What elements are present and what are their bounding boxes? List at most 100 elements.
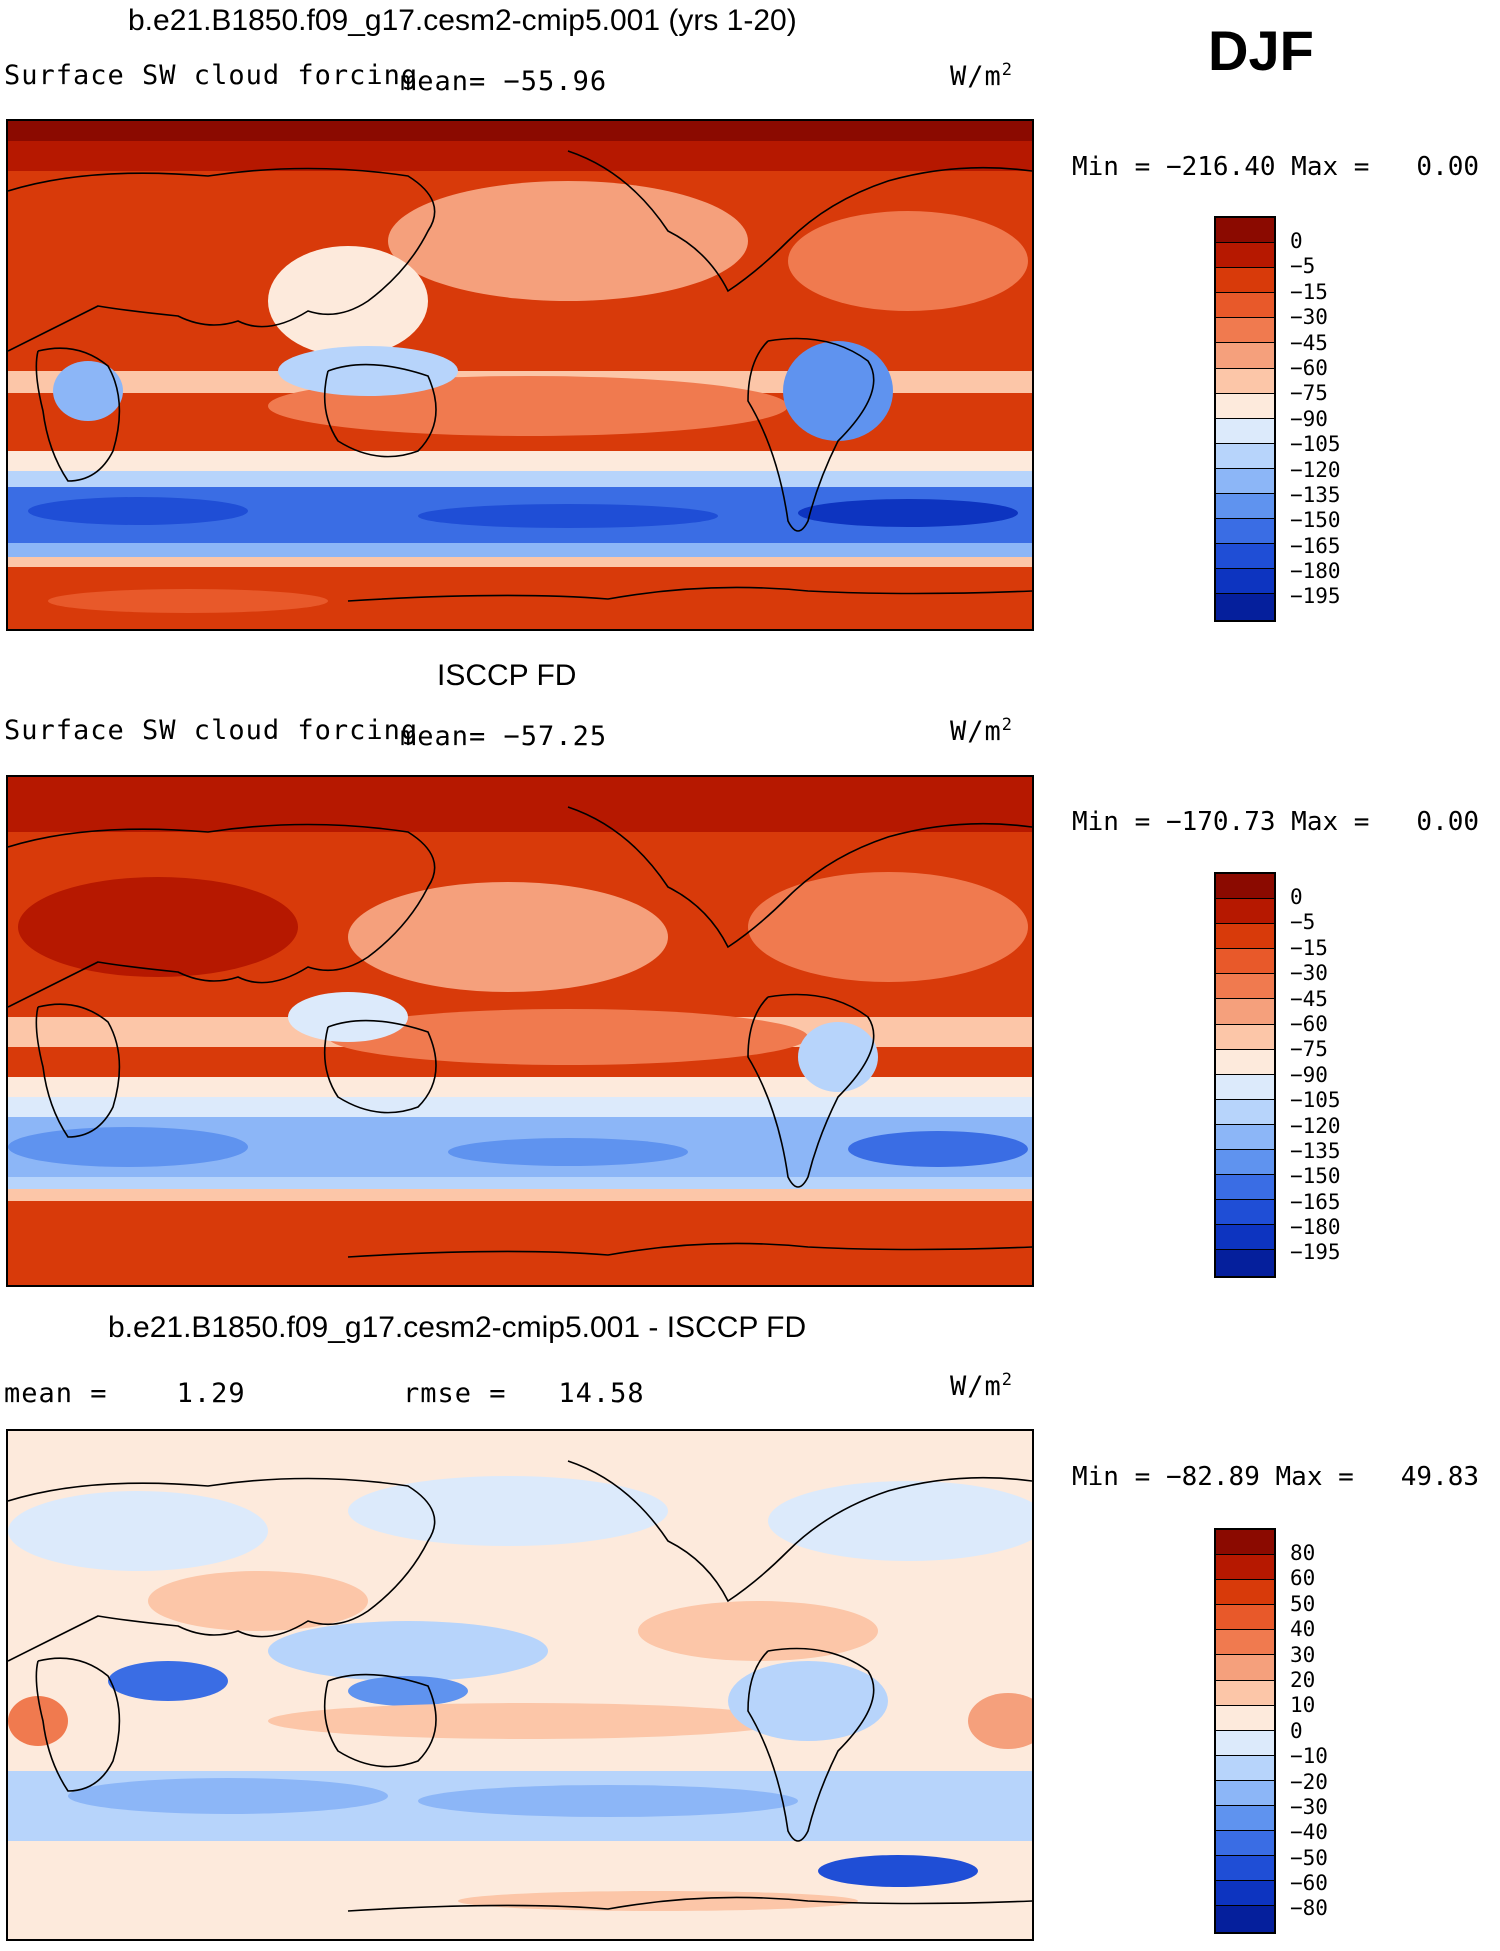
max-value: 0.00 (1416, 807, 1480, 837)
colorbar-tick-label: −165 (1290, 533, 1341, 558)
panel1-units: W/m2 (950, 60, 1013, 92)
panel2-minmax: Min = −170.73 Max = 0.00 (1072, 807, 1480, 837)
panel1-map (6, 119, 1034, 631)
colorbar-tick-label: 80 (1290, 1541, 1316, 1565)
colorbar-tick-label: −150 (1290, 508, 1341, 533)
panel1-mean: mean= −55.96 (400, 66, 607, 97)
colorbar-tick-label: −30 (1290, 961, 1328, 986)
colorbar-swatch (1216, 243, 1274, 269)
colorbar-swatch (1216, 1780, 1274, 1807)
colorbar-swatch (1216, 268, 1274, 294)
colorbar-tick-label: −75 (1290, 381, 1328, 406)
panel3-colorbar (1214, 1528, 1276, 1934)
rmse-value: 14.58 (558, 1378, 645, 1409)
colorbar-swatch (1216, 1250, 1274, 1276)
colorbar-tick-label: −45 (1290, 986, 1328, 1011)
colorbar-swatch (1216, 1555, 1274, 1581)
season-label: DJF (1208, 19, 1314, 82)
panel3-map-field (8, 1431, 1032, 1939)
colorbar-tick-label: −15 (1290, 935, 1328, 960)
panel2-units: W/m2 (950, 715, 1013, 747)
colorbar-swatch (1216, 594, 1274, 620)
colorbar-swatch (1216, 949, 1274, 975)
panel3-minmax: Min = −82.89 Max = 49.83 (1072, 1462, 1480, 1492)
colorbar-swatch (1216, 1605, 1274, 1631)
colorbar-tick-label: −5 (1290, 254, 1316, 279)
colorbar-tick-label: −90 (1290, 406, 1328, 431)
colorbar-tick-label: −30 (1290, 305, 1328, 330)
colorbar-swatch (1216, 999, 1274, 1025)
panel2-variable: Surface SW cloud forcing (4, 715, 419, 746)
colorbar-tick-label: 40 (1290, 1617, 1316, 1642)
colorbar-tick-label: −120 (1290, 1113, 1341, 1138)
colorbar-tick-label: −180 (1290, 559, 1341, 584)
colorbar-swatch (1216, 1049, 1274, 1075)
colorbar-tick-label: −60 (1290, 1011, 1328, 1036)
colorbar-swatch (1216, 1074, 1274, 1100)
colorbar-swatch (1216, 899, 1274, 925)
panel2-colorbar (1214, 872, 1276, 1278)
colorbar-tick-label: −165 (1290, 1189, 1341, 1214)
panel1-colorbar (1214, 216, 1276, 622)
colorbar-swatch (1216, 924, 1274, 950)
max-label: Max (1291, 152, 1339, 182)
colorbar-swatch (1216, 494, 1274, 520)
colorbar-swatch (1216, 368, 1274, 394)
colorbar-swatch (1216, 1099, 1274, 1125)
colorbar-tick-label: 60 (1290, 1566, 1316, 1591)
colorbar-tick-label: 0 (1290, 885, 1303, 909)
colorbar-swatch (1216, 1856, 1274, 1882)
colorbar-tick-label: −90 (1290, 1062, 1328, 1087)
colorbar-swatch (1216, 544, 1274, 570)
colorbar-tick-label: −50 (1290, 1845, 1328, 1870)
colorbar-swatch (1216, 519, 1274, 545)
colorbar-tick-label: −60 (1290, 355, 1328, 380)
colorbar-swatch (1216, 1705, 1274, 1731)
colorbar-swatch (1216, 874, 1274, 900)
colorbar-tick-label: −20 (1290, 1769, 1328, 1794)
colorbar-tick-label: 10 (1290, 1693, 1316, 1718)
panel3-colorbar-labels: 80 60 50 40 30 20 10 0 −10 −20 −30 −40 −… (1290, 1541, 1328, 1922)
mean-value: 1.29 (176, 1378, 246, 1409)
colorbar-swatch (1216, 1730, 1274, 1756)
colorbar-swatch (1216, 1831, 1274, 1857)
panel2-map (6, 775, 1034, 1287)
max-value: 0.00 (1416, 152, 1480, 182)
mean-value: −57.25 (503, 721, 608, 752)
colorbar-swatch (1216, 293, 1274, 319)
panel2-mean: mean= −57.25 (400, 721, 607, 752)
colorbar-swatch (1216, 1580, 1274, 1606)
colorbar-tick-label: −15 (1290, 279, 1328, 304)
panel3-mean: mean = 1.29 (4, 1378, 246, 1409)
panel1-colorbar-labels: 0 −5 −15 −30 −45 −60 −75 −90 −105 −120 −… (1290, 229, 1341, 610)
colorbar-swatch (1216, 1024, 1274, 1050)
panel2-title: ISCCP FD (437, 659, 577, 692)
mean-label: mean = (4, 1378, 108, 1409)
colorbar-swatch (1216, 393, 1274, 419)
colorbar-swatch (1216, 1680, 1274, 1706)
colorbar-tick-label: −135 (1290, 1138, 1341, 1163)
colorbar-tick-label: −135 (1290, 482, 1341, 507)
panel3-units: W/m2 (950, 1370, 1013, 1402)
colorbar-tick-label: 0 (1290, 1718, 1303, 1743)
colorbar-tick-label: −105 (1290, 1088, 1341, 1113)
colorbar-swatch (1216, 1630, 1274, 1656)
colorbar-swatch (1216, 1200, 1274, 1226)
panel2-map-field (8, 777, 1032, 1285)
min-value: −216.40 (1165, 152, 1276, 182)
mean-label: mean= (400, 721, 487, 752)
colorbar-swatch (1216, 468, 1274, 495)
colorbar-tick-label: 30 (1290, 1642, 1316, 1667)
colorbar-tick-label: −105 (1290, 432, 1341, 457)
panel1-variable: Surface SW cloud forcing (4, 60, 419, 91)
max-value: 49.83 (1400, 1462, 1480, 1492)
colorbar-tick-label: 50 (1290, 1591, 1316, 1616)
units-exponent: 2 (1001, 1370, 1014, 1390)
colorbar-swatch (1216, 1906, 1274, 1932)
colorbar-swatch (1216, 443, 1274, 469)
panel3-rmse: rmse = 14.58 (403, 1378, 645, 1409)
units-label: W/m (950, 61, 1002, 92)
min-value: −170.73 (1165, 807, 1276, 837)
colorbar-tick-label: −10 (1290, 1744, 1328, 1769)
units-label: W/m (950, 1371, 1002, 1402)
